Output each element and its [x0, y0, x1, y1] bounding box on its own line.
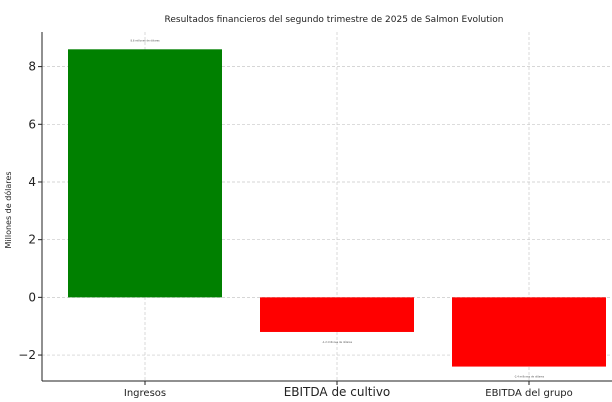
- y-tick-label: 0: [28, 290, 36, 304]
- data-label-3: -2.4 millones de dólares: [514, 375, 545, 379]
- bar-2: [260, 297, 414, 332]
- y-tick-label: 2: [28, 233, 36, 247]
- chart-title: Resultados financieros del segundo trime…: [165, 15, 504, 25]
- data-label-1: 8.6 millones de dólares: [130, 38, 160, 42]
- y-tick-label: 6: [28, 117, 36, 131]
- data-labels-layer: 8.6 millones de dólares -1.2 millones de …: [130, 38, 544, 378]
- x-tick-label: Ingresos: [124, 388, 166, 399]
- bar-1: [68, 49, 222, 298]
- bar-3: [452, 297, 606, 367]
- y-axis-label: Millones de dólares: [3, 171, 13, 248]
- x-tick-label: EBITDA de cultivo: [284, 385, 391, 399]
- y-tick-label: 8: [28, 60, 36, 74]
- y-tick-label: 4: [28, 175, 36, 189]
- x-tick-label: EBITDA del grupo: [485, 388, 573, 399]
- axes-layer: −2 0 2 4 6 8 Ingresos EBITDA de cultivo EBITDA d…: [18, 32, 612, 399]
- data-label-2: -1.2 millones de dólares: [322, 340, 353, 344]
- bars-layer: [68, 49, 606, 367]
- y-tick-label: −2: [18, 348, 36, 362]
